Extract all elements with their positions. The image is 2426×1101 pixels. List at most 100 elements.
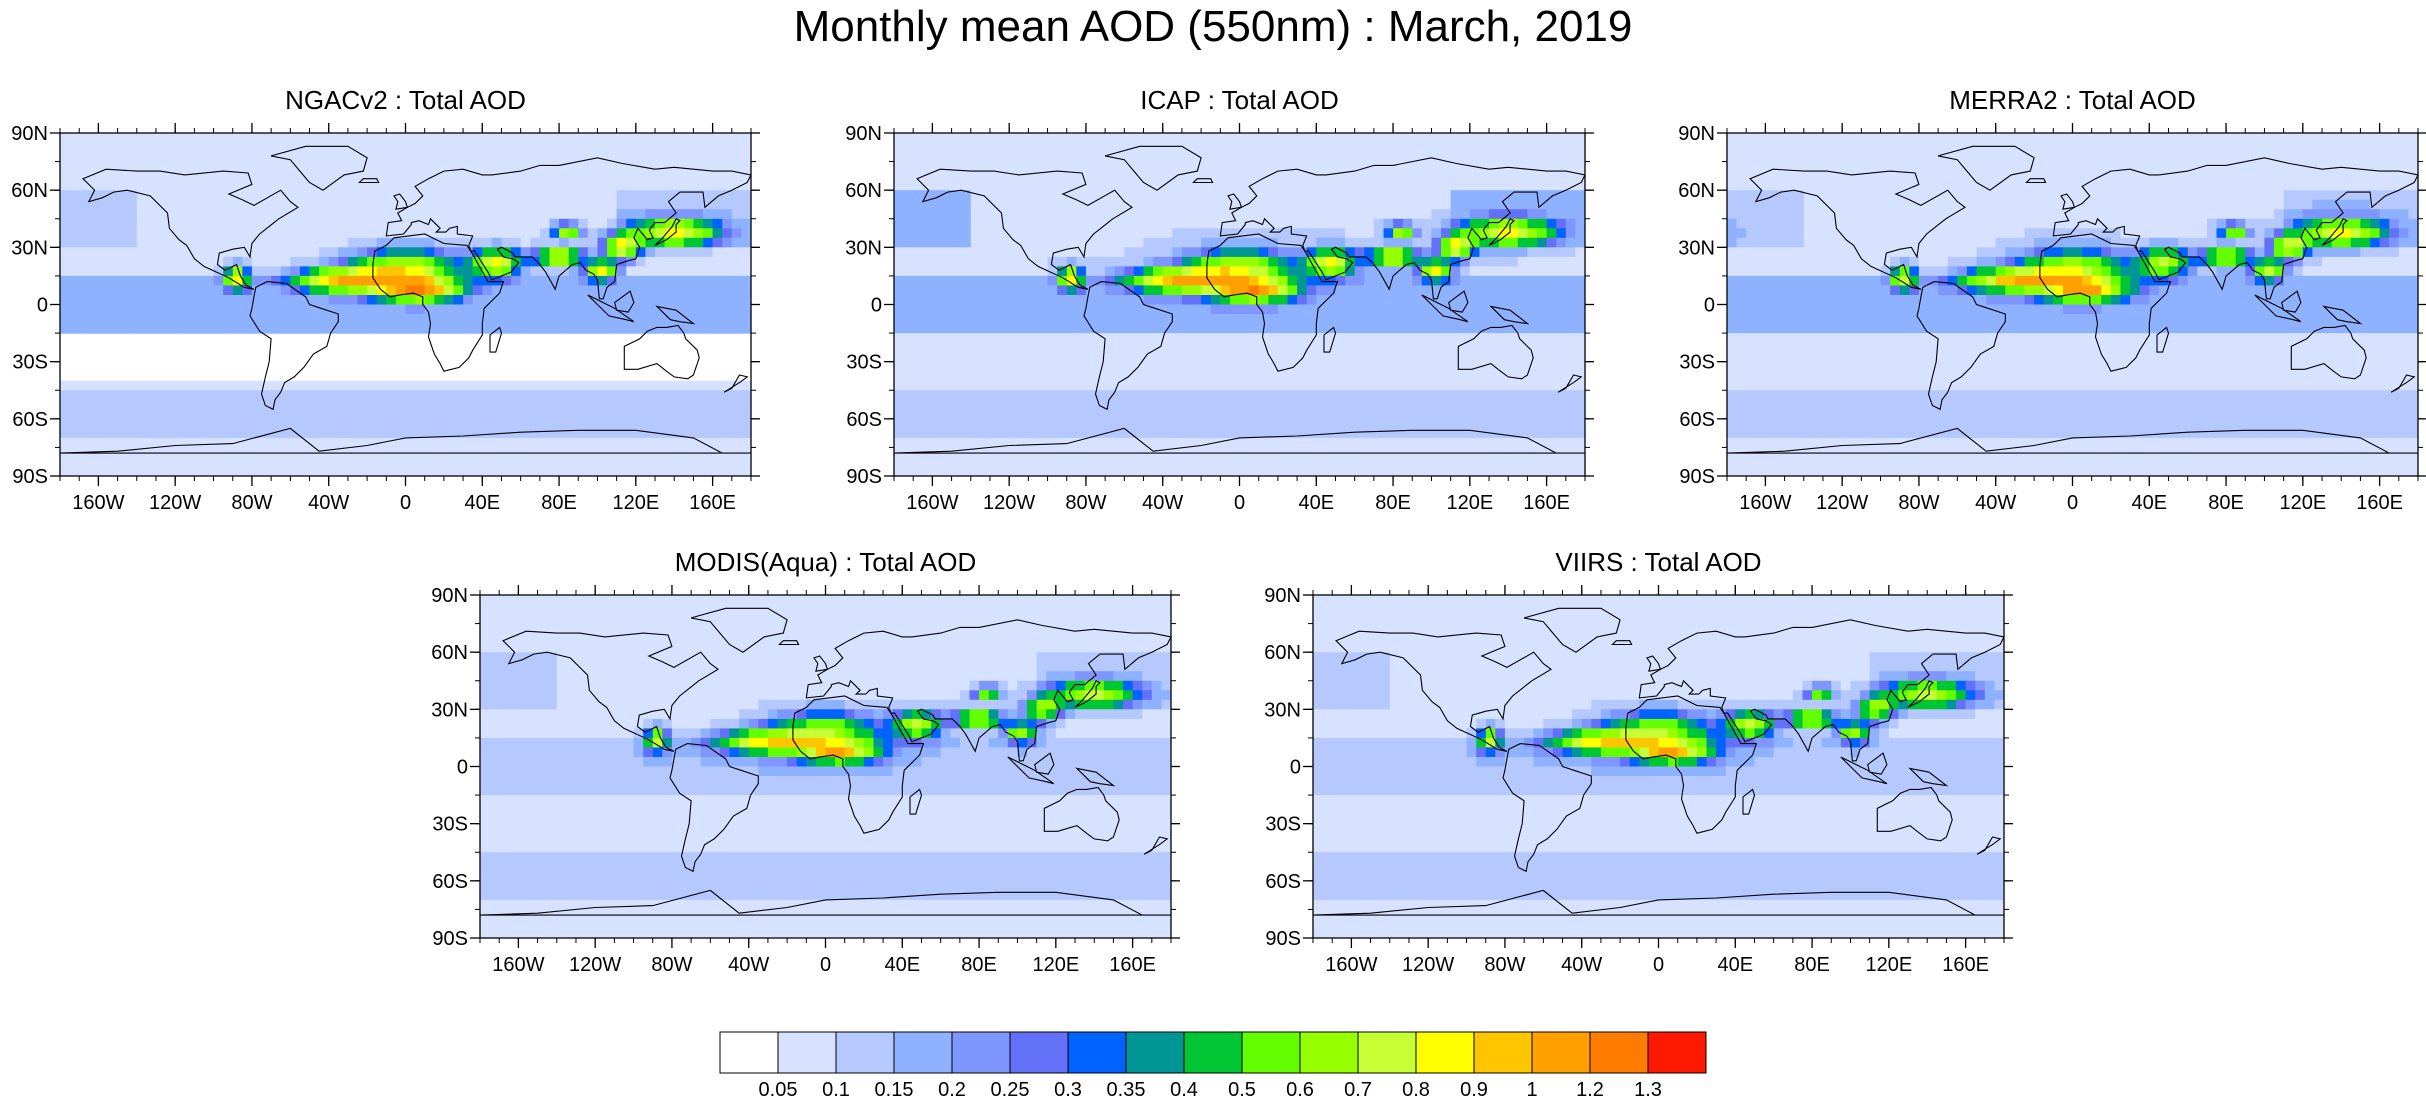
aod-cell <box>1546 371 1557 382</box>
aod-cell <box>1085 371 1097 382</box>
aod-cell <box>1220 304 1231 315</box>
aod-cell <box>1009 409 1020 420</box>
aod-cell <box>501 161 512 172</box>
aod-cell <box>165 314 176 325</box>
aod-cell <box>405 285 416 296</box>
aod-cell <box>616 161 627 172</box>
aod-cell <box>1258 437 1269 448</box>
lon-tick-label: 160E <box>689 492 736 514</box>
aod-cell <box>664 275 675 286</box>
aod-cell <box>443 285 455 296</box>
aod-cell <box>88 409 99 420</box>
aod-cell <box>587 190 598 201</box>
aod-cell <box>1354 247 1365 258</box>
aod-cell <box>999 209 1010 220</box>
aod-cell <box>242 275 253 286</box>
aod-cell <box>1393 161 1404 172</box>
aod-cell <box>1517 314 1528 325</box>
aod-cell <box>1345 218 1356 229</box>
aod-cell <box>1517 199 1528 210</box>
aod-cell <box>386 295 397 306</box>
aod-cell <box>1057 466 1068 476</box>
aod-cell <box>1210 352 1221 363</box>
aod-cell <box>319 466 330 476</box>
aod-cell <box>1085 190 1097 201</box>
aod-cell <box>367 390 378 401</box>
aod-cell <box>903 456 914 467</box>
aod-cell <box>319 399 330 410</box>
aod-cell <box>501 180 512 191</box>
aod-cell <box>424 171 435 182</box>
aod-cell <box>1172 133 1183 144</box>
aod-cell <box>463 152 474 163</box>
aod-cell <box>1210 142 1221 153</box>
aod-cell <box>434 266 445 277</box>
aod-cell <box>136 152 147 163</box>
aod-cell <box>415 209 426 220</box>
aod-cell <box>1009 456 1020 467</box>
aod-cell <box>1047 218 1058 229</box>
aod-cell <box>587 380 598 391</box>
aod-cell <box>1095 190 1106 201</box>
aod-cell <box>405 209 416 220</box>
aod-cell <box>1287 409 1298 420</box>
aod-cell <box>1565 295 1576 306</box>
aod-cell <box>1527 161 1538 172</box>
aod-cell <box>1469 142 1480 153</box>
aod-cell <box>1537 256 1548 267</box>
aod-cell <box>1066 266 1077 277</box>
aod-cell <box>1402 418 1413 429</box>
aod-cell <box>1431 428 1442 439</box>
aod-cell <box>731 142 742 153</box>
aod-cell <box>626 256 637 267</box>
aod-cell <box>1575 314 1585 325</box>
aod-cell <box>156 190 167 201</box>
aod-cell <box>1402 409 1413 420</box>
aod-cell <box>559 237 570 248</box>
aod-cell <box>482 466 493 476</box>
aod-cell <box>463 466 474 476</box>
aod-cell <box>309 171 320 182</box>
aod-cell <box>1517 409 1528 420</box>
aod-cell <box>626 133 637 144</box>
aod-cell <box>1316 371 1327 382</box>
aod-cell <box>741 456 751 467</box>
aod-cell <box>1268 418 1279 429</box>
aod-cell <box>1085 161 1097 172</box>
aod-cell <box>1402 371 1413 382</box>
aod-cell <box>290 275 301 286</box>
aod-cell <box>1047 418 1058 429</box>
aod-cell <box>1364 190 1375 201</box>
aod-cell <box>1220 361 1231 372</box>
lon-tick-label: 40W <box>308 492 349 514</box>
aod-cell <box>1297 180 1308 191</box>
aod-cell <box>434 275 445 286</box>
aod-cell <box>626 209 637 220</box>
aod-cell <box>913 380 924 391</box>
aod-cell <box>108 409 119 420</box>
aod-cell <box>98 247 109 258</box>
aod-cell <box>1393 237 1404 248</box>
aod-cell <box>453 409 464 420</box>
aod-cell <box>69 171 80 182</box>
aod-cell <box>607 180 618 191</box>
aod-cell <box>1306 142 1317 153</box>
aod-cell <box>645 142 656 153</box>
aod-cell <box>549 390 560 401</box>
aod-cell <box>453 266 464 277</box>
aod-cell <box>1114 275 1125 286</box>
aod-cell <box>434 399 445 410</box>
aod-cell <box>1220 133 1231 144</box>
aod-cell <box>463 437 474 448</box>
aod-cell <box>942 161 953 172</box>
aod-cell <box>69 466 80 476</box>
aod-cell <box>1143 380 1154 391</box>
aod-cell <box>683 142 694 153</box>
aod-cell <box>1469 266 1480 277</box>
aod-cell <box>1517 352 1528 363</box>
aod-cell <box>1153 209 1164 220</box>
aod-cell <box>60 190 71 201</box>
aod-cell <box>683 171 694 182</box>
aod-cell <box>127 295 138 306</box>
aod-cell <box>990 256 1001 267</box>
